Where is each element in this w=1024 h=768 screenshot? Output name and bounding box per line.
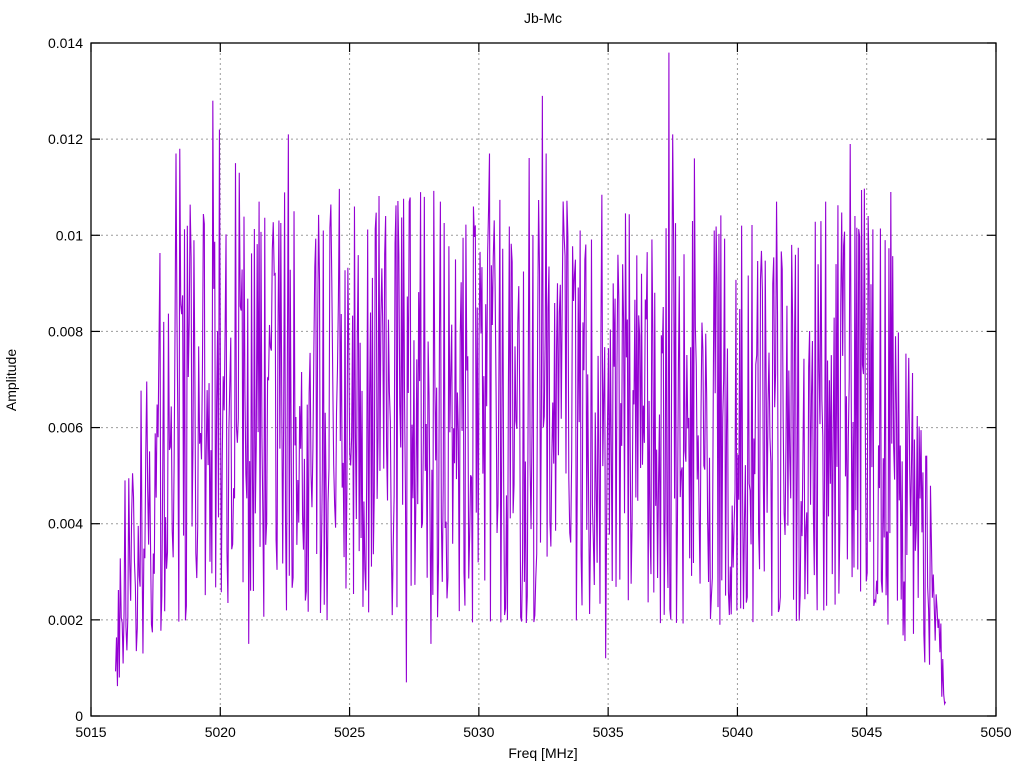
tick-labels: 5015 5020 5025 5030 5035 5040 5045 5050 0 0.002 0.… <box>48 35 1012 740</box>
y-tick-label: 0.014 <box>48 35 83 51</box>
plot-border <box>90 42 997 717</box>
x-tick-label: 5050 <box>980 724 1011 740</box>
y-tick-label: 0 <box>75 708 83 724</box>
y-tick-label: 0.008 <box>48 323 83 339</box>
x-tick-label: 5020 <box>205 724 236 740</box>
y-tick-label: 0.006 <box>48 420 83 436</box>
axes-and-ticks <box>90 42 997 717</box>
x-axis-label: Freq [MHz] <box>508 745 577 761</box>
x-tick-label: 5035 <box>593 724 624 740</box>
y-tick-label: 0.004 <box>48 516 83 532</box>
x-tick-label: 5015 <box>75 724 106 740</box>
y-axis-label: Amplitude <box>3 349 19 411</box>
y-tick-label: 0.01 <box>56 227 83 243</box>
data-series <box>115 52 947 706</box>
spectrum-trace <box>115 52 947 706</box>
x-tick-label: 5030 <box>463 724 494 740</box>
y-tick-label: 0.002 <box>48 612 83 628</box>
chart-title: Jb-Mc <box>524 10 562 26</box>
x-tick-label: 5040 <box>722 724 753 740</box>
x-tick-label: 5045 <box>851 724 882 740</box>
y-tick-label: 0.012 <box>48 131 83 147</box>
x-tick-label: 5025 <box>334 724 365 740</box>
